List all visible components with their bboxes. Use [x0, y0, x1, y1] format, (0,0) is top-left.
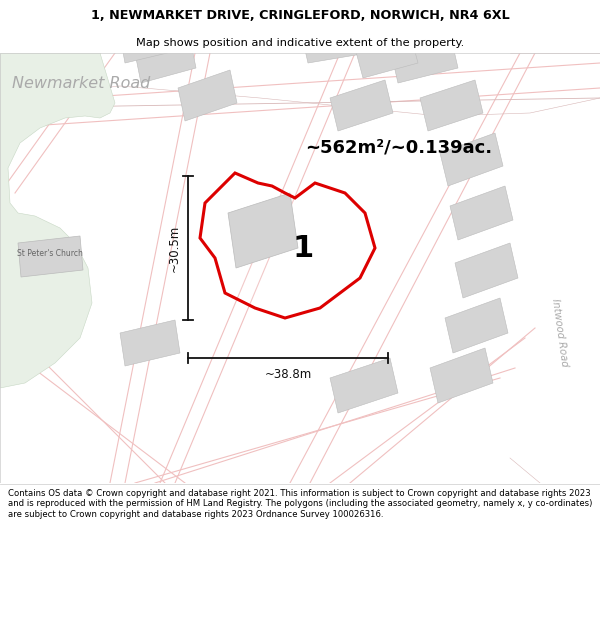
Text: Contains OS data © Crown copyright and database right 2021. This information is : Contains OS data © Crown copyright and d… — [8, 489, 592, 519]
Polygon shape — [420, 80, 483, 131]
Polygon shape — [440, 133, 503, 186]
Polygon shape — [510, 53, 600, 483]
Polygon shape — [200, 173, 375, 318]
Text: ~30.5m: ~30.5m — [167, 224, 181, 272]
Text: Intwood Road: Intwood Road — [550, 298, 570, 368]
Text: 1: 1 — [292, 234, 314, 263]
Polygon shape — [355, 33, 418, 78]
Polygon shape — [228, 193, 298, 268]
Text: Map shows position and indicative extent of the property.: Map shows position and indicative extent… — [136, 38, 464, 48]
Polygon shape — [0, 53, 600, 116]
Text: St Peter's Church: St Peter's Church — [17, 249, 83, 258]
Polygon shape — [450, 186, 513, 240]
Polygon shape — [0, 53, 115, 388]
Text: ~562m²/~0.139ac.: ~562m²/~0.139ac. — [305, 139, 492, 157]
Polygon shape — [300, 18, 368, 63]
Polygon shape — [430, 348, 493, 403]
Polygon shape — [135, 38, 196, 83]
Polygon shape — [178, 70, 237, 121]
Polygon shape — [330, 80, 393, 131]
Polygon shape — [330, 358, 398, 413]
Polygon shape — [120, 23, 180, 63]
Text: 1, NEWMARKET DRIVE, CRINGLEFORD, NORWICH, NR4 6XL: 1, NEWMARKET DRIVE, CRINGLEFORD, NORWICH… — [91, 9, 509, 22]
Polygon shape — [445, 298, 508, 353]
Polygon shape — [390, 33, 458, 83]
Polygon shape — [18, 236, 83, 277]
Text: ~38.8m: ~38.8m — [265, 368, 311, 381]
Polygon shape — [455, 243, 518, 298]
Polygon shape — [120, 320, 180, 366]
Text: Newmarket Road: Newmarket Road — [12, 76, 150, 91]
